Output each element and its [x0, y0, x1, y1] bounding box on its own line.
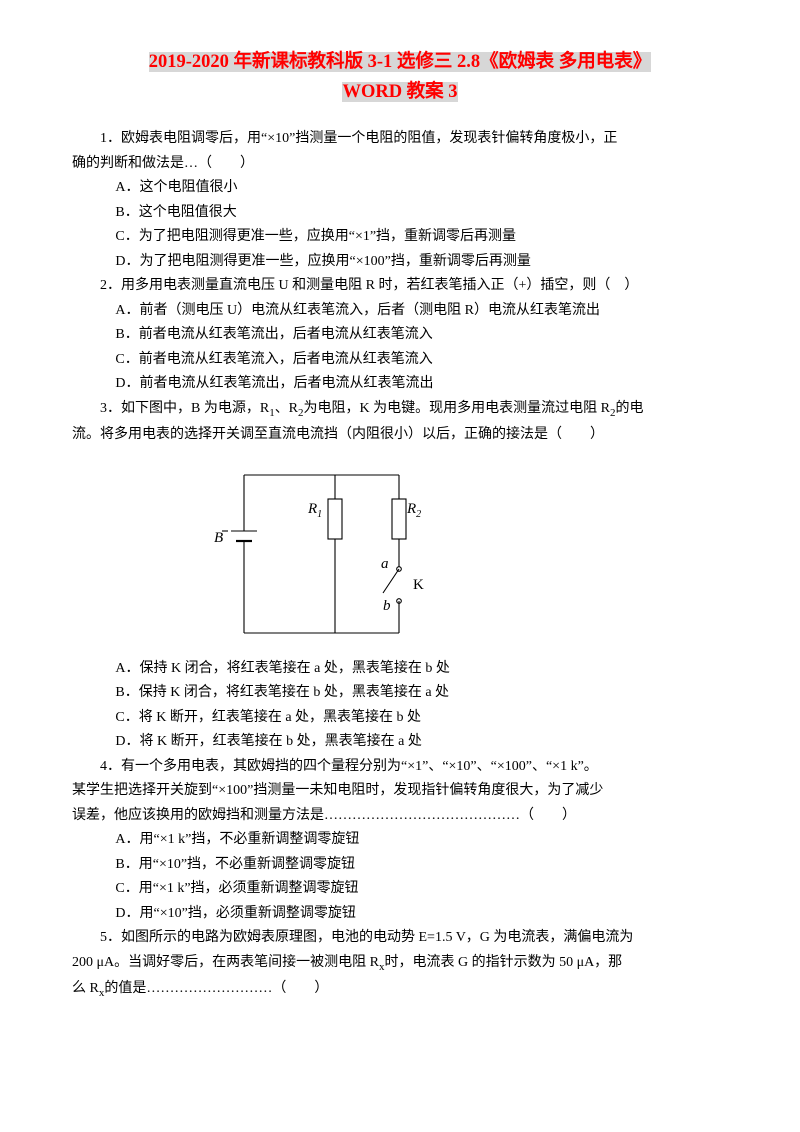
q4-stem-line2: 某学生把选择开关旋到“×100”挡测量一未知电阻时，发现指针偏转角度很大，为了减…: [72, 779, 728, 804]
q4-stem-line1: 4．有一个多用电表，其欧姆挡的四个量程分别为“×1”、“×10”、“×100”、…: [72, 755, 728, 780]
q3-option-d: D．将 K 断开，红表笔接在 b 处，黑表笔接在 a 处: [72, 730, 728, 755]
q3-option-c: C．将 K 断开，红表笔接在 a 处，黑表笔接在 b 处: [72, 706, 728, 731]
q3-option-b: B．保持 K 闭合，将红表笔接在 b 处，黑表笔接在 a 处: [72, 681, 728, 706]
q5-stem-line3: 么 Rx的值是………………………（ ）: [72, 977, 728, 1003]
title-text-2: WORD 教案 3: [342, 82, 457, 102]
q2-stem: 2．用多用电表测量直流电压 U 和测量电阻 R 时，若红表笔插入正（+）插空，则…: [72, 274, 728, 299]
title-text-1: 2019-2020 年新课标教科版 3-1 选修三 2.8《欧姆表 多用电表》: [149, 52, 652, 72]
q3-stem-line1: 3．如下图中，B 为电源，R1、R2为电阻，K 为电键。现用多用电表测量流过电阻…: [72, 397, 728, 423]
q2-option-b: B．前者电流从红表笔流出，后者电流从红表笔流入: [72, 323, 728, 348]
q3-s1-end: 的电: [615, 401, 643, 416]
document-page: 2019-2020 年新课标教科版 3-1 选修三 2.8《欧姆表 多用电表》 …: [0, 0, 800, 1033]
circuit-diagram: B R1 R2 a K b: [207, 451, 431, 645]
q5-s2-pre: 200 μA。当调好零后，在两表笔间接一被测电阻 R: [72, 955, 379, 970]
q1-stem-line1: 1．欧姆表电阻调零后，用“×10”挡测量一个电阻的阻值，发现表针偏转角度极小，正: [72, 127, 728, 152]
q3-stem-line2: 流。将多用电表的选择开关调至直流电流挡（内阻很小）以后，正确的接法是（ ）: [72, 423, 728, 448]
label-r1: R1: [307, 501, 322, 520]
q5-s3-post: 的值是………………………（ ）: [104, 981, 328, 996]
q3-s1-pre: 3．如下图中，B 为电源，R: [100, 401, 269, 416]
q4-option-a: A．用“×1 k”挡，不必重新调整调零旋钮: [72, 828, 728, 853]
q4-stem-line3: 误差，他应该换用的欧姆挡和测量方法是……………………………………（ ）: [72, 804, 728, 829]
q4-option-d: D．用“×10”挡，必须重新调整调零旋钮: [72, 902, 728, 927]
q1-option-a: A．这个电阻值很小: [72, 176, 728, 201]
label-b-source: B: [214, 530, 223, 546]
q3-s1-post: 为电阻，K 为电键。现用多用电表测量流过电阻 R: [304, 401, 610, 416]
q1-option-b: B．这个电阻值很大: [72, 201, 728, 226]
label-b-node: b: [383, 598, 391, 614]
q1-stem-line2: 确的判断和做法是…（ ）: [72, 152, 728, 177]
q5-s2-post: 时，电流表 G 的指针示数为 50 μA，那: [384, 955, 622, 970]
q2-option-a: A．前者（测电压 U）电流从红表笔流入，后者（测电阻 R）电流从红表笔流出: [72, 299, 728, 324]
label-r2: R2: [406, 501, 421, 520]
title-block: 2019-2020 年新课标教科版 3-1 选修三 2.8《欧姆表 多用电表》 …: [72, 48, 728, 107]
title-line-1: 2019-2020 年新课标教科版 3-1 选修三 2.8《欧姆表 多用电表》: [72, 48, 728, 78]
q1-option-d: D．为了把电阻测得更准一些，应换用“×100”挡，重新调零后再测量: [72, 250, 728, 275]
q3-s1-mid: 、R: [275, 401, 298, 416]
q5-s3-pre: 么 R: [72, 981, 99, 996]
q3-option-a: A．保持 K 闭合，将红表笔接在 a 处，黑表笔接在 b 处: [72, 657, 728, 682]
q1-option-c: C．为了把电阻测得更准一些，应换用“×1”挡，重新调零后再测量: [72, 225, 728, 250]
q4-option-b: B．用“×10”挡，不必重新调整调零旋钮: [72, 853, 728, 878]
q4-option-c: C．用“×1 k”挡，必须重新调整调零旋钮: [72, 877, 728, 902]
label-a: a: [381, 556, 389, 572]
label-k: K: [413, 577, 424, 593]
q5-stem-line1: 5．如图所示的电路为欧姆表原理图，电池的电动势 E=1.5 V，G 为电流表，满…: [72, 926, 728, 951]
q2-option-d: D．前者电流从红表笔流出，后者电流从红表笔流出: [72, 372, 728, 397]
q5-stem-line2: 200 μA。当调好零后，在两表笔间接一被测电阻 Rx时，电流表 G 的指针示数…: [72, 951, 728, 977]
q2-option-c: C．前者电流从红表笔流入，后者电流从红表笔流入: [72, 348, 728, 373]
title-line-2: WORD 教案 3: [72, 78, 728, 108]
